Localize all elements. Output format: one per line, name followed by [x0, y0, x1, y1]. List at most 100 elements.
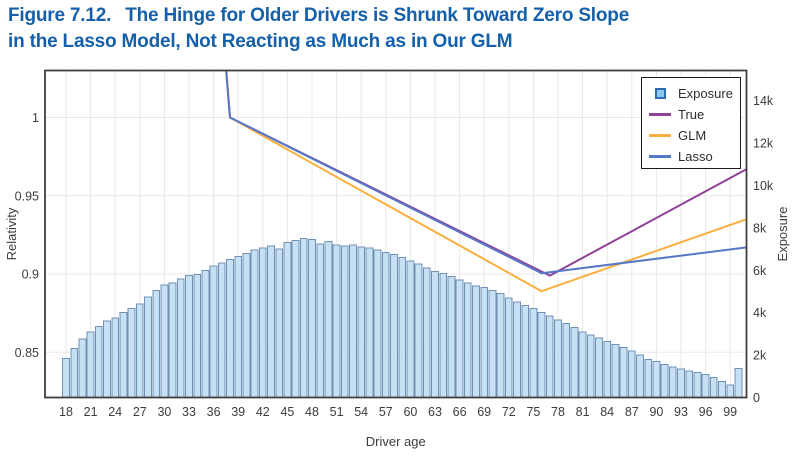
- exposure-bar: [381, 251, 390, 398]
- exposure-swatch-icon: [654, 88, 666, 99]
- exposure-bar: [529, 308, 538, 398]
- glm-line-icon: [649, 134, 671, 137]
- y-right-tick-label: 8k: [753, 221, 767, 235]
- exposure-bar: [636, 354, 644, 399]
- figure-title-line2: in the Lasso Model, Not Reacting as Much…: [8, 31, 513, 52]
- x-tick-label: 78: [551, 405, 565, 419]
- x-tick-label: 99: [723, 405, 737, 419]
- x-tick-label: 57: [379, 405, 393, 419]
- exposure-bar: [185, 275, 193, 399]
- y-left-tick-label: 1: [32, 111, 39, 125]
- exposure-bar: [488, 289, 497, 398]
- y-right-axis-title: Exposure: [775, 207, 790, 262]
- lasso-line-icon: [649, 155, 671, 158]
- exposure-bar: [693, 372, 702, 398]
- exposure-bar: [308, 239, 316, 398]
- x-tick-label: 81: [576, 405, 590, 419]
- x-tick-label: 60: [403, 405, 417, 419]
- exposure-bar: [70, 348, 79, 399]
- exposure-bar: [660, 364, 669, 399]
- figure-label: Figure 7.12.: [8, 5, 112, 26]
- exposure-bar: [201, 269, 210, 398]
- exposure-bar: [718, 381, 726, 399]
- exposure-bar: [242, 252, 251, 398]
- exposure-bar: [521, 304, 530, 398]
- exposure-bar: [463, 282, 472, 398]
- exposure-bar: [701, 374, 710, 399]
- legend-label-exposure: Exposure: [678, 86, 733, 101]
- legend: Exposure True GLM Lasso: [641, 77, 741, 169]
- exposure-bar: [103, 320, 111, 399]
- exposure-bar: [627, 350, 636, 398]
- x-tick-label: 30: [157, 405, 171, 419]
- figure-title-line1: The Hinge for Older Drivers is Shrunk To…: [125, 5, 630, 26]
- x-tick-label: 75: [526, 405, 540, 419]
- exposure-bar: [111, 317, 120, 398]
- exposure-bar: [62, 357, 70, 398]
- x-tick-label: 93: [674, 405, 688, 419]
- exposure-bar: [726, 384, 735, 398]
- x-tick-label: 18: [59, 405, 73, 419]
- legend-swatch-wrap: [642, 88, 678, 99]
- exposure-bar: [94, 326, 103, 398]
- exposure-bar: [398, 257, 407, 398]
- exposure-bar: [86, 331, 95, 398]
- legend-label-true: True: [678, 107, 705, 122]
- exposure-bar: [283, 242, 292, 398]
- x-tick-label: 96: [699, 405, 713, 419]
- x-tick-label: 21: [84, 405, 98, 419]
- exposure-bar: [217, 262, 226, 398]
- x-tick-label: 42: [256, 405, 270, 419]
- exposure-bar: [357, 246, 366, 398]
- exposure-bar: [316, 243, 325, 398]
- x-tick-label: 24: [108, 405, 122, 419]
- exposure-bar: [537, 312, 546, 399]
- exposure-bar: [226, 259, 234, 399]
- exposure-bar: [275, 248, 284, 398]
- exposure-bar: [480, 286, 489, 398]
- exposure-bar: [291, 240, 300, 398]
- legend-item-exposure: Exposure: [642, 83, 740, 104]
- tick-labels: 18 21 24 27 30 33 36 39 42 45 48 51 54 57 60 63 66 69 72 75…: [15, 94, 774, 419]
- exposure-bar: [193, 274, 202, 398]
- plot-border: [44, 69, 748, 399]
- exposure-bar: [595, 337, 603, 399]
- x-tick-label: 72: [502, 405, 516, 419]
- exposure-bar: [439, 273, 448, 398]
- x-tick-label: 54: [354, 405, 368, 419]
- exposure-bar: [250, 249, 259, 398]
- exposure-bar: [127, 308, 136, 398]
- legend-swatch-wrap: [642, 155, 678, 158]
- x-tick-label: 69: [477, 405, 491, 419]
- exposure-bar: [422, 267, 431, 399]
- y-right-tick-label: 6k: [753, 264, 767, 278]
- exposure-bar: [258, 247, 267, 398]
- x-tick-label: 87: [625, 405, 639, 419]
- y-right-tick-label: 4k: [753, 306, 767, 320]
- y-left-tick-label: 0.95: [15, 189, 39, 203]
- exposure-bars: [62, 238, 743, 399]
- exposure-bar: [234, 256, 243, 398]
- exposure-bar: [431, 270, 439, 398]
- exposure-bar: [496, 293, 505, 399]
- exposure-bar: [513, 301, 521, 399]
- exposure-bar: [570, 327, 579, 398]
- true-line-icon: [649, 113, 671, 116]
- legend-item-lasso: Lasso: [642, 146, 740, 167]
- exposure-bar: [349, 244, 357, 398]
- x-tick-label: 33: [182, 405, 196, 419]
- y-left-axis-title: Relativity: [4, 207, 19, 260]
- exposure-bar: [562, 322, 571, 398]
- exposure-bar: [619, 347, 628, 399]
- exposure-bar: [340, 245, 349, 398]
- legend-item-true: True: [642, 104, 740, 125]
- x-axis-title: Driver age: [366, 434, 426, 449]
- legend-item-glm: GLM: [642, 125, 740, 146]
- exposure-bar: [734, 368, 743, 398]
- y-right-tick-label: 12k: [753, 137, 774, 151]
- exposure-bar: [586, 334, 595, 398]
- exposure-bar: [176, 278, 185, 398]
- y-right-tick-label: 14k: [753, 94, 774, 108]
